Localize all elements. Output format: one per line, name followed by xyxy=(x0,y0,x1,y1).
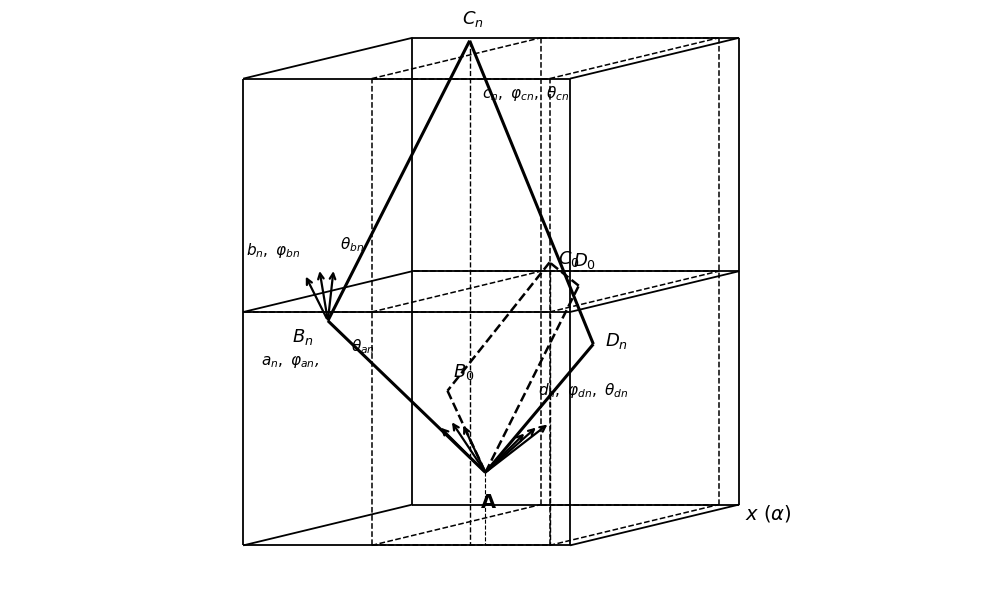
Text: $b_n,\ \varphi_{bn}$: $b_n,\ \varphi_{bn}$ xyxy=(246,241,301,260)
Text: $D_0$: $D_0$ xyxy=(573,251,596,271)
Text: $\theta_{an}$: $\theta_{an}$ xyxy=(351,337,375,356)
Text: $x\ (\alpha)$: $x\ (\alpha)$ xyxy=(745,503,792,524)
Text: $C_0$: $C_0$ xyxy=(558,250,580,270)
Text: $C_n$: $C_n$ xyxy=(462,9,483,29)
Text: $a_n,\ \varphi_{an}$,: $a_n,\ \varphi_{an}$, xyxy=(261,353,319,369)
Text: $d_n,\ \varphi_{dn},\ \theta_{dn}$: $d_n,\ \varphi_{dn},\ \theta_{dn}$ xyxy=(538,381,629,401)
Text: $B_n$: $B_n$ xyxy=(292,326,313,346)
Text: $B_0$: $B_0$ xyxy=(453,362,475,382)
Text: $D_n$: $D_n$ xyxy=(605,331,628,351)
Text: $\theta_{bn}$: $\theta_{bn}$ xyxy=(340,236,364,254)
Text: A: A xyxy=(481,493,496,512)
Text: $c_n,\ \varphi_{cn},\ \theta_{cn}$: $c_n,\ \varphi_{cn},\ \theta_{cn}$ xyxy=(482,84,570,102)
